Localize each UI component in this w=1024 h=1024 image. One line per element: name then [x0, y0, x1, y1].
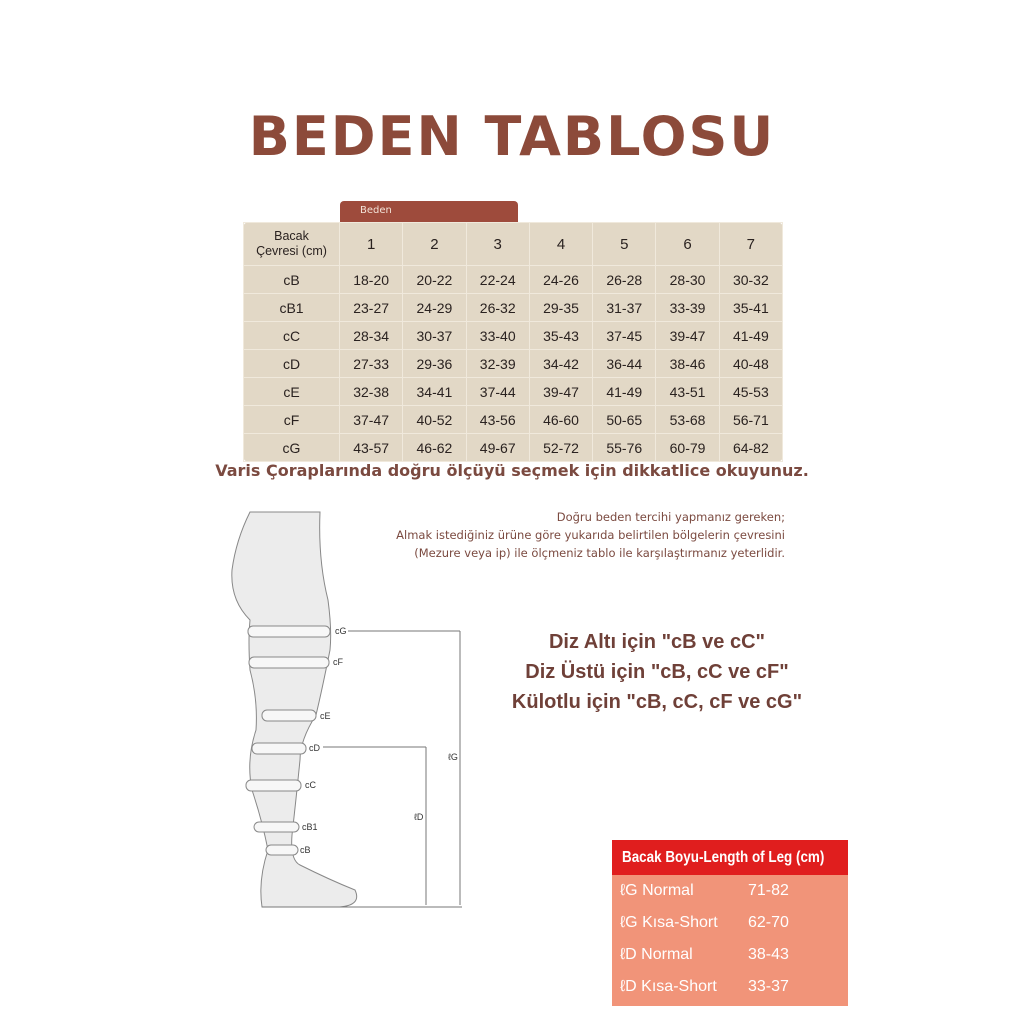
row-header-label: Bacak Çevresi (cm): [243, 222, 340, 266]
leg-length-header: Bacak Boyu-Length of Leg (cm): [612, 840, 848, 875]
table-cell: 31-37: [592, 293, 657, 322]
table-cell: 43-56: [465, 405, 530, 434]
table-cell: 53-68: [655, 405, 720, 434]
leg-length-row: ℓD Kısa-Short 33-37: [612, 971, 848, 1003]
label-lD: ℓD: [414, 812, 424, 822]
label-cC: cC: [305, 780, 317, 790]
usage-line: Diz Altı için "cB ve cC": [548, 631, 766, 653]
leg-length-row: ℓG Normal 71-82: [612, 875, 848, 907]
leg-length-value: 38-43: [748, 946, 789, 963]
row-label: cE: [243, 377, 340, 406]
label-cG: cG: [335, 626, 347, 636]
table-cell: 37-44: [465, 377, 530, 406]
label-cD: cD: [309, 743, 321, 753]
table-cell: 28-34: [338, 321, 404, 350]
row-label: cB1: [243, 293, 340, 322]
table-cell: 33-39: [655, 293, 720, 322]
table-cell: 52-72: [528, 433, 594, 462]
size-table: Bacak Çevresi (cm) 1 2 3 4 5 6 7 cB 18-20 2…: [243, 222, 784, 462]
table-cell: 28-30: [655, 265, 720, 294]
size-group-label: Beden: [340, 201, 518, 222]
leg-length-value: 71-82: [748, 882, 789, 899]
table-row: cB 18-20 20-22 22-24 24-26 26-28 28-30 30-32: [243, 265, 784, 294]
table-cell: 35-41: [718, 293, 784, 322]
table-cell: 40-52: [402, 405, 467, 434]
leg-length-label: ℓG Normal: [620, 882, 694, 899]
table-cell: 38-46: [655, 349, 720, 378]
column-header: 2: [402, 222, 467, 266]
usage-line: Diz Üstü için "cB, cC ve cF": [525, 661, 789, 683]
instruction-line: (Mezure veya ip) ile ölçmeniz tablo ile …: [414, 546, 785, 560]
leg-length-row: ℓG Kısa-Short 62-70: [612, 907, 848, 939]
measure-band-cG: [247, 625, 331, 638]
column-header: 7: [718, 222, 784, 266]
table-cell: 41-49: [718, 321, 784, 350]
table-header-row: Bacak Çevresi (cm) 1 2 3 4 5 6 7: [243, 222, 784, 266]
leg-length-label: ℓG Kısa-Short: [620, 914, 718, 931]
table-cell: 40-48: [718, 349, 784, 378]
table-row: cC 28-34 30-37 33-40 35-43 37-45 39-47 41-49: [243, 321, 784, 350]
table-row: cD 27-33 29-36 32-39 34-42 36-44 38-46 40-48: [243, 349, 784, 378]
measure-band-cB1: [253, 821, 300, 833]
table-cell: 60-79: [655, 433, 720, 462]
table-cell: 26-28: [592, 265, 657, 294]
row-label: cD: [243, 349, 340, 378]
table-cell: 39-47: [528, 377, 594, 406]
measure-band-cD: [251, 742, 307, 755]
label-cF: cF: [333, 657, 344, 667]
instruction-line: Doğru beden tercihi yapmanız gereken;: [556, 510, 785, 524]
table-cell: 24-29: [402, 293, 467, 322]
table-cell: 45-53: [718, 377, 784, 406]
table-cell: 27-33: [338, 349, 404, 378]
caption: Varis Çoraplarında doğru ölçüyü seçmek i…: [215, 461, 809, 480]
leg-length-table: Bacak Boyu-Length of Leg (cm) ℓG Normal 7…: [612, 840, 848, 1006]
table-cell: 56-71: [718, 405, 784, 434]
leg-length-row: ℓD Normal 38-43: [612, 939, 848, 971]
column-header: 3: [465, 222, 530, 266]
table-cell: 37-47: [338, 405, 404, 434]
column-header: 6: [655, 222, 720, 266]
instruction-line: Almak istediğiniz ürüne göre yukarıda be…: [396, 528, 785, 542]
leg-length-value: 62-70: [748, 914, 789, 931]
row-label: cG: [243, 433, 340, 462]
column-header: 5: [592, 222, 657, 266]
table-cell: 30-37: [402, 321, 467, 350]
table-cell: 24-26: [528, 265, 594, 294]
table-cell: 43-51: [655, 377, 720, 406]
page-title: BEDEN TABLOSU: [248, 105, 776, 168]
row-header-line: Bacak: [274, 229, 309, 243]
label-cE: cE: [320, 711, 331, 721]
instructions: Doğru beden tercihi yapmanız gereken; Al…: [396, 508, 785, 562]
table-cell: 30-32: [718, 265, 784, 294]
usage-line: Külotlu için "cB, cC, cF ve cG": [511, 691, 803, 713]
table-cell: 64-82: [718, 433, 784, 462]
table-cell: 46-62: [402, 433, 467, 462]
label-lG: ℓG: [448, 752, 458, 762]
table-row: cG 43-57 46-62 49-67 52-72 55-76 60-79 64-82: [243, 433, 784, 462]
table-cell: 41-49: [592, 377, 657, 406]
leg-length-label: ℓD Normal: [620, 946, 693, 963]
table-cell: 32-39: [465, 349, 530, 378]
measure-band-cB: [265, 844, 299, 856]
table-cell: 22-24: [465, 265, 530, 294]
table-cell: 39-47: [655, 321, 720, 350]
row-header-line: Çevresi (cm): [256, 244, 327, 258]
label-cB: cB: [300, 845, 311, 855]
measure-band-cF: [248, 656, 330, 669]
leg-length-label: ℓD Kısa-Short: [620, 978, 717, 995]
measure-band-cE: [261, 709, 317, 722]
table-row: cF 37-47 40-52 43-56 46-60 50-65 53-68 56-71: [243, 405, 784, 434]
leg-length-value: 33-37: [748, 978, 789, 995]
label-cB1: cB1: [302, 822, 318, 832]
leg-length-title: Bacak Boyu-Length of Leg (cm): [622, 849, 825, 866]
measure-band-cC: [245, 779, 302, 792]
table-cell: 18-20: [338, 265, 404, 294]
row-label: cF: [243, 405, 340, 434]
